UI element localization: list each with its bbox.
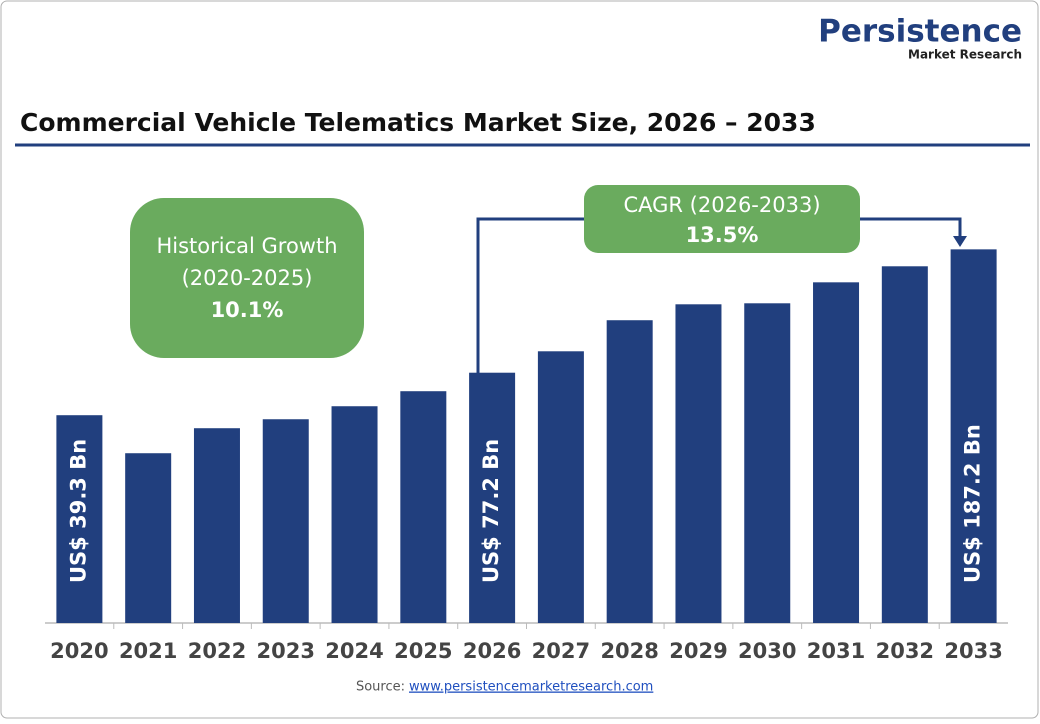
annotation-text: Historical Growth xyxy=(156,234,337,258)
x-tick-label: 2031 xyxy=(807,639,865,663)
value-label: US$ 77.2 Bn xyxy=(479,439,503,583)
x-tick-label: 2030 xyxy=(738,639,796,663)
brand-name: Persistence xyxy=(818,14,1022,50)
value-label: US$ 39.3 Bn xyxy=(66,439,90,583)
annotation-box xyxy=(130,198,364,358)
x-tick-label: 2023 xyxy=(257,639,315,663)
x-tick-label: 2026 xyxy=(463,639,521,663)
bar xyxy=(950,249,997,623)
bar xyxy=(56,415,103,623)
x-tick-label: 2032 xyxy=(876,639,934,663)
source-label: Source: xyxy=(356,680,405,695)
x-tick-label: 2020 xyxy=(50,639,108,663)
bar xyxy=(469,372,516,623)
bar xyxy=(813,282,860,623)
arrow-head xyxy=(953,236,967,247)
source-link[interactable]: www.persistencemarketresearch.com xyxy=(409,680,653,695)
bar xyxy=(193,428,240,623)
annotation-text: CAGR (2026-2033) xyxy=(623,193,820,217)
x-tick-label: 2025 xyxy=(394,639,452,663)
x-tick-label: 2021 xyxy=(119,639,177,663)
x-tick-label: 2024 xyxy=(325,639,383,663)
annotation-text: 13.5% xyxy=(686,223,759,247)
bar xyxy=(675,304,722,623)
chart-title: Commercial Vehicle Telematics Market Siz… xyxy=(20,108,816,137)
bar xyxy=(881,266,928,623)
value-label: US$ 187.2 Bn xyxy=(961,424,985,583)
x-tick-label: 2033 xyxy=(944,639,1002,663)
bar xyxy=(400,391,447,623)
bar xyxy=(331,406,378,623)
annotation-text: 10.1% xyxy=(211,298,284,322)
bar xyxy=(744,303,791,623)
bar xyxy=(537,351,584,623)
bar xyxy=(262,419,309,623)
annotation-text: (2020-2025) xyxy=(182,266,313,290)
x-tick-label: 2022 xyxy=(188,639,246,663)
bar xyxy=(125,453,172,623)
x-tick-label: 2028 xyxy=(600,639,658,663)
brand-tagline: Market Research xyxy=(908,48,1022,62)
bar xyxy=(606,320,653,623)
annotation-box xyxy=(584,185,860,253)
x-tick-label: 2027 xyxy=(532,639,590,663)
x-tick-label: 2029 xyxy=(669,639,727,663)
